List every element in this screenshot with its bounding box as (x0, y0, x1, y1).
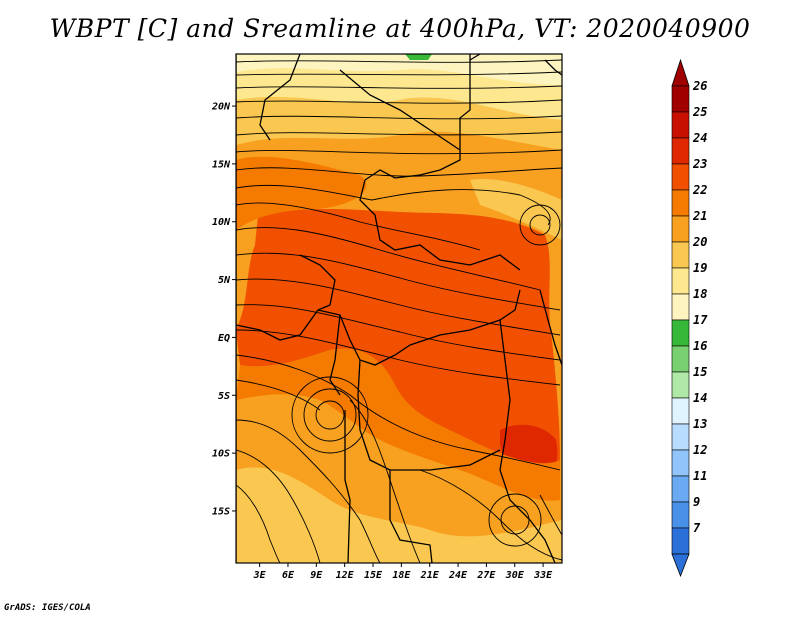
colorbar-label: 25 (692, 105, 707, 119)
colorbar: 26 25 24 23 22 21 20 19 18 17 16 15 14 13 12 11 9 7 (671, 58, 708, 578)
lon-tick-label: 12E (336, 570, 355, 581)
lon-tick-label: 9E (310, 570, 323, 581)
colorbar-label: 20 (692, 235, 707, 249)
colorbar-segment (671, 319, 690, 347)
field-core-22-south (236, 348, 560, 501)
colorbar-label: 9 (693, 495, 700, 509)
colorbar-segment (671, 475, 690, 503)
colorbar-label: 16 (693, 339, 707, 353)
chart-title: WBPT [C] and Sreamline at 400hPa, VT: 20… (49, 14, 751, 43)
colorbar-label: 26 (692, 79, 707, 93)
colorbar-bottom-arrow (671, 553, 690, 578)
field-core-22-west (236, 156, 367, 230)
lat-tick-label: 15S (212, 506, 230, 517)
colorbar-segment (671, 189, 690, 217)
lat-tick-label: 15N (212, 159, 231, 170)
field-band-20 (236, 97, 562, 150)
colorbar-label: 23 (692, 157, 707, 171)
latitude-axis: 20N 15N 10N 5N EQ 5S 10S 15S (211, 102, 236, 517)
lon-tick-label: 15E (364, 570, 383, 581)
colorbar-segment (671, 111, 690, 139)
colorbar-segment (671, 241, 690, 269)
longitude-axis: 3E 6E 9E 12E 15E 18E 21E 24E 27E 30E 33E (253, 563, 553, 581)
colorbar-label: 18 (693, 287, 707, 301)
lon-tick-label: 30E (505, 570, 525, 581)
colorbar-segment (671, 215, 690, 243)
colorbar-segment (671, 137, 690, 165)
colorbar-segment (671, 267, 690, 295)
wbpt-field (236, 54, 562, 563)
colorbar-label: 19 (693, 261, 707, 275)
colorbar-label: 21 (692, 209, 707, 223)
colorbar-segment (671, 449, 690, 477)
colorbar-label: 13 (693, 417, 707, 431)
colorbar-label: 14 (693, 391, 707, 405)
lat-tick-label: EQ (218, 333, 230, 344)
lon-tick-label: 6E (282, 570, 295, 581)
lon-tick-label: 24E (448, 570, 468, 581)
colorbar-label: 22 (692, 183, 707, 197)
colorbar-label: 15 (693, 365, 707, 379)
map-frame (235, 53, 563, 564)
colorbar-segment (671, 163, 690, 191)
lat-tick-label: 10N (212, 217, 231, 228)
lat-tick-label: 10S (212, 449, 230, 460)
country-borders (236, 54, 562, 563)
lon-tick-label: 27E (476, 570, 496, 581)
colorbar-label: 12 (693, 443, 707, 457)
colorbar-label: 24 (692, 131, 707, 145)
field-light-south (236, 467, 562, 563)
colorbar-segment (671, 397, 690, 425)
lon-tick-label: 3E (253, 570, 267, 581)
lon-tick-label: 18E (392, 570, 411, 581)
colorbar-segment (671, 423, 690, 451)
lon-tick-label: 21E (420, 570, 440, 581)
colorbar-top-arrow (671, 58, 690, 87)
lat-tick-label: 20N (211, 102, 231, 113)
colorbar-segment (671, 345, 690, 373)
credit-label: GrADS: IGES/COLA (4, 603, 91, 613)
lat-tick-label: 5N (218, 275, 231, 286)
colorbar-segment (671, 371, 690, 399)
field-green-patch (405, 54, 432, 60)
lon-tick-label: 33E (533, 570, 553, 581)
colorbar-label: 17 (693, 313, 708, 327)
colorbar-segment (671, 85, 690, 113)
colorbar-segment (671, 527, 690, 555)
field-core-23 (236, 208, 560, 464)
colorbar-segment (671, 293, 690, 321)
colorbar-label: 11 (693, 469, 707, 483)
field-light-east (470, 179, 562, 240)
lat-tick-label: 5S (218, 391, 230, 402)
streamlines (236, 59, 562, 563)
colorbar-label: 7 (693, 521, 701, 535)
colorbar-segment (671, 501, 690, 529)
